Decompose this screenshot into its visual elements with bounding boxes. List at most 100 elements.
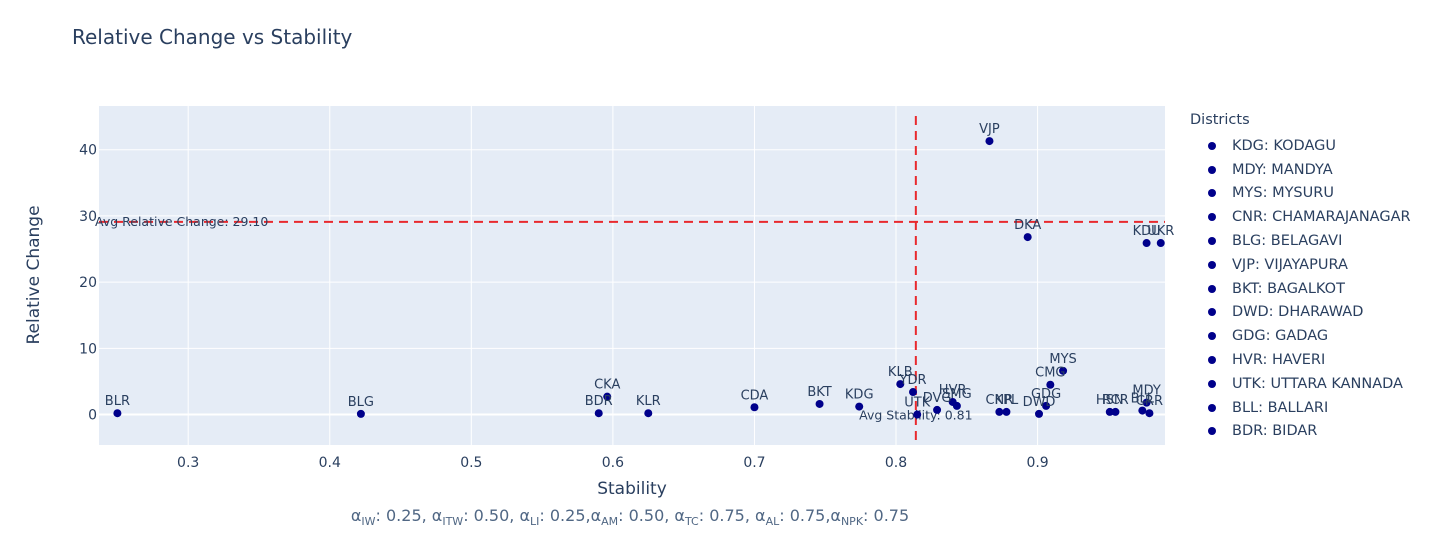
- legend-marker: [1208, 308, 1216, 317]
- data-point: [1105, 407, 1114, 416]
- legend-item[interactable]: HVR: HAVERI: [1190, 348, 1435, 372]
- point-label: CNR: [985, 393, 1013, 408]
- data-point: [1142, 398, 1151, 407]
- point-label: KDU: [1133, 224, 1161, 239]
- legend-label: MYS: MYSURU: [1232, 185, 1334, 202]
- y-tick-label: 0: [88, 408, 97, 424]
- legend-label: BKT: BAGALKOT: [1232, 280, 1345, 297]
- data-point: [1035, 409, 1044, 418]
- point-label: MYS: [1049, 352, 1076, 367]
- legend-marker: [1208, 213, 1216, 222]
- legend-item[interactable]: MDY: MANDYA: [1190, 158, 1435, 182]
- data-point: [952, 401, 961, 410]
- legend-label: GDG: GADAG: [1232, 328, 1329, 345]
- point-label: DWD: [1023, 395, 1056, 410]
- x-tick-label: 0.6: [602, 455, 624, 471]
- x-tick-label: 0.7: [743, 455, 765, 471]
- legend-item[interactable]: UTK: UTTARA KANNADA: [1190, 372, 1435, 396]
- x-tick-label: 0.9: [1026, 455, 1048, 471]
- x-tick-label: 0.3: [177, 455, 199, 471]
- x-tick-label: 0.5: [460, 455, 482, 471]
- legend-item[interactable]: KDG: KODAGU: [1190, 134, 1435, 158]
- legend-label: BDR: BIDAR: [1232, 423, 1318, 440]
- legend-marker: [1208, 284, 1216, 293]
- legend-item[interactable]: MYS: MYSURU: [1190, 182, 1435, 206]
- point-label: RCR: [1102, 393, 1129, 408]
- point-label: UKR: [1147, 224, 1174, 239]
- data-point: [995, 407, 1004, 416]
- point-label: UTK: [904, 396, 930, 411]
- point-label: KDG: [845, 388, 874, 403]
- y-tick-label: 20: [79, 275, 97, 291]
- legend-label: BLG: BELAGAVI: [1232, 233, 1343, 250]
- point-label: KLB: [888, 365, 913, 380]
- x-tick-label: 0.8: [885, 455, 907, 471]
- y-axis-title: Relative Change: [24, 205, 44, 344]
- data-point: [594, 409, 603, 418]
- legend-item[interactable]: CNR: CHAMARAJANAGAR: [1190, 205, 1435, 229]
- plot-area: [99, 106, 1165, 445]
- point-label: BKT: [807, 385, 831, 400]
- point-label: CDA: [741, 388, 769, 403]
- legend-label: CNR: CHAMARAJANAGAR: [1232, 209, 1411, 226]
- legend-label: UTK: UTTARA KANNADA: [1232, 375, 1403, 392]
- data-point: [750, 403, 759, 412]
- point-label: BLG: [348, 395, 374, 410]
- legend-title: Districts: [1190, 112, 1250, 128]
- legend-item[interactable]: GDG: GADAG: [1190, 324, 1435, 348]
- point-label: CMG: [1035, 366, 1065, 381]
- point-label: KLR: [636, 394, 661, 409]
- data-point: [1138, 406, 1147, 415]
- data-point: [113, 409, 122, 418]
- point-label: CRR: [1136, 394, 1163, 409]
- point-label: BLR: [105, 394, 130, 409]
- data-point: [855, 402, 864, 411]
- data-point: [933, 405, 942, 414]
- data-points: [113, 137, 1165, 419]
- legend-item[interactable]: VJP: VIJAYAPURA: [1190, 253, 1435, 277]
- data-point: [1059, 366, 1068, 375]
- legend-marker: [1208, 356, 1216, 365]
- legend-marker: [1208, 332, 1216, 341]
- data-point: [1023, 233, 1032, 242]
- data-point: [1046, 380, 1055, 389]
- point-label: HVR: [939, 383, 967, 398]
- data-point: [896, 380, 905, 389]
- point-label: BDR: [585, 394, 613, 409]
- legend-label: DWD: DHARAWAD: [1232, 304, 1364, 321]
- legend-item[interactable]: BLG: BELAGAVI: [1190, 229, 1435, 253]
- point-label: CKA: [594, 378, 620, 393]
- legend-item[interactable]: BLL: BALLARI: [1190, 396, 1435, 420]
- avg-relative-change-label: Avg Relative Change: 29.10: [95, 214, 268, 229]
- y-tick-label: 10: [79, 341, 97, 357]
- legend-item[interactable]: BKT: BAGALKOT: [1190, 277, 1435, 301]
- legend-marker: [1208, 237, 1216, 246]
- point-label: GDG: [1031, 387, 1061, 402]
- data-point: [1156, 239, 1165, 248]
- data-point: [603, 392, 612, 401]
- point-label: HSN: [1096, 393, 1124, 408]
- legend-marker: [1208, 189, 1216, 198]
- legend-item[interactable]: BDR: BIDAR: [1190, 420, 1435, 444]
- legend-item[interactable]: DWD: DHARAWAD: [1190, 301, 1435, 325]
- point-label: DKA: [1014, 218, 1041, 233]
- legend-items: KDG: KODAGU MDY: MANDYA MYS: MYSURU CNR: CH…: [1190, 134, 1435, 443]
- y-tick-label: 40: [79, 143, 97, 159]
- data-point: [1002, 407, 1011, 416]
- legend-marker: [1208, 165, 1216, 174]
- legend: Districts KDG: KODAGU MDY: MANDYA MYS: MYS…: [1190, 112, 1435, 443]
- legend-label: BLL: BALLARI: [1232, 399, 1329, 416]
- point-label: DVG: [923, 391, 952, 406]
- data-point: [356, 409, 365, 418]
- data-point: [644, 409, 653, 418]
- y-axis-ticks: 0 10 20 30 40: [79, 143, 97, 424]
- x-axis-ticks: 0.3 0.4 0.5 0.6 0.7 0.8 0.9: [177, 455, 1049, 471]
- legend-label: VJP: VIJAYAPURA: [1232, 256, 1348, 273]
- data-point: [913, 410, 922, 419]
- y-tick-label: 30: [79, 209, 97, 225]
- legend-label: MDY: MANDYA: [1232, 161, 1333, 178]
- point-label: KPL: [995, 393, 1019, 408]
- point-label: SMG: [942, 387, 972, 402]
